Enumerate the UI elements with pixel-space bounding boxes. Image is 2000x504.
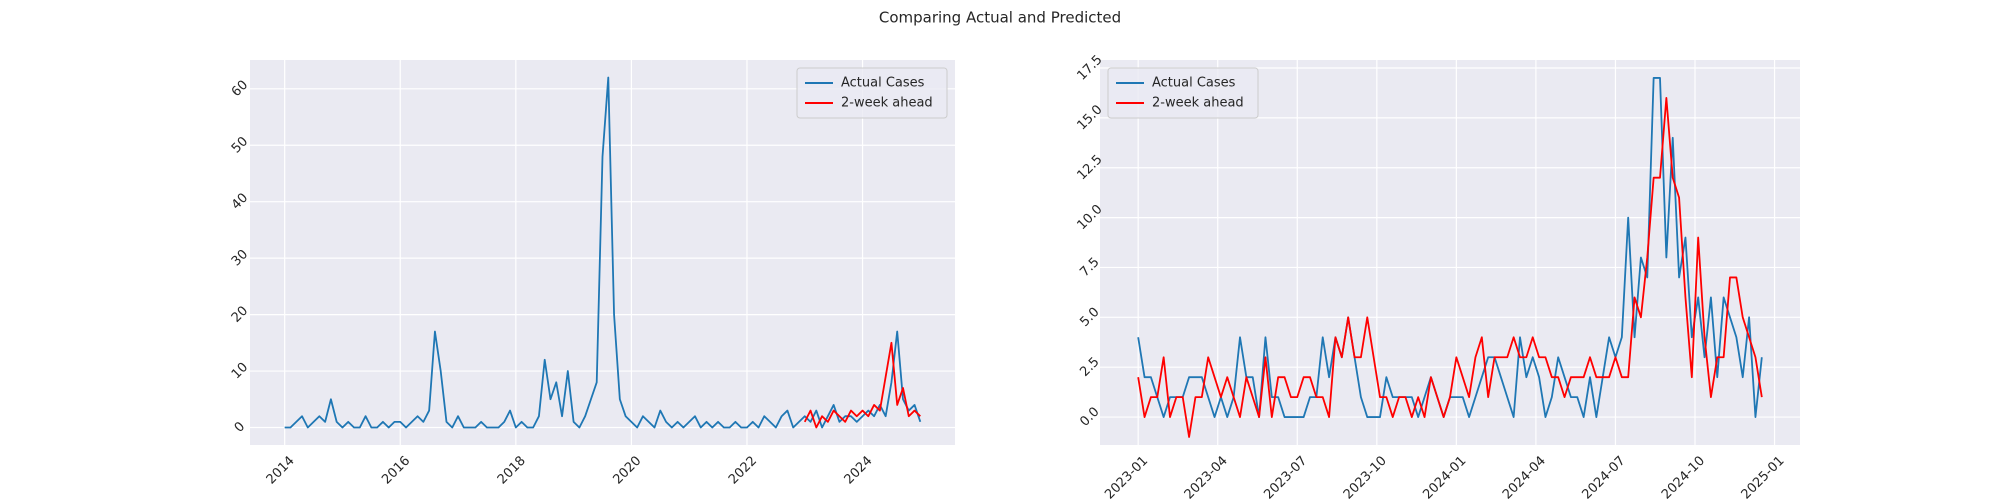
x-tick-label: 2024-07 [1579,453,1628,500]
y-tick-label: 7.5 [1077,255,1102,280]
legend-label: Actual Cases [841,76,925,91]
x-tick-label: 2023-01 [1102,453,1151,500]
x-tick-label: 2023-04 [1182,453,1231,500]
y-tick-label: 20 [229,303,251,325]
x-tick-label: 2024 [842,453,876,487]
data-line [1137,97,1763,438]
y-tick-label: 5.0 [1077,305,1102,330]
x-tick-label: 2024-10 [1659,453,1708,500]
legend-box [1107,67,1259,119]
x-tick-label: 2014 [264,453,298,487]
x-tick-label: 2022 [726,453,760,487]
y-tick-label: 30 [229,247,251,269]
y-tick-label: 50 [229,134,251,156]
legend-label: 2-week ahead [1152,96,1244,111]
legend-label: Actual Cases [1152,76,1236,91]
x-tick-label: 2016 [379,453,413,487]
x-tick-label: 2024-01 [1420,453,1469,500]
legend-box [796,67,948,119]
x-tick-label: 2023-07 [1261,453,1310,500]
x-tick-label: 2025-01 [1739,453,1788,500]
y-tick-label: 0 [232,419,248,435]
figure-title: Comparing Actual and Predicted [879,9,1121,27]
plot-background [250,60,955,445]
legend-label: 2-week ahead [841,96,933,111]
x-tick-label: 2020 [610,453,644,487]
y-tick-label: 2.5 [1077,355,1102,380]
y-tick-label: 40 [229,191,251,213]
x-tick-label: 2024-04 [1500,453,1549,500]
y-tick-label: 0.0 [1077,404,1102,429]
plot-lines [1137,77,1763,438]
y-tick-label: 60 [229,78,251,100]
subplot: 0 10 20 30 40 50 60 2014 2016 2018 2020 2022 2024 Act… [229,60,955,487]
x-tick-label: 2023-10 [1341,453,1390,500]
plot-lines [284,76,922,429]
data-line [284,76,922,429]
y-tick-label: 10 [229,360,251,382]
x-tick-label: 2018 [495,453,529,487]
data-line [803,341,921,429]
